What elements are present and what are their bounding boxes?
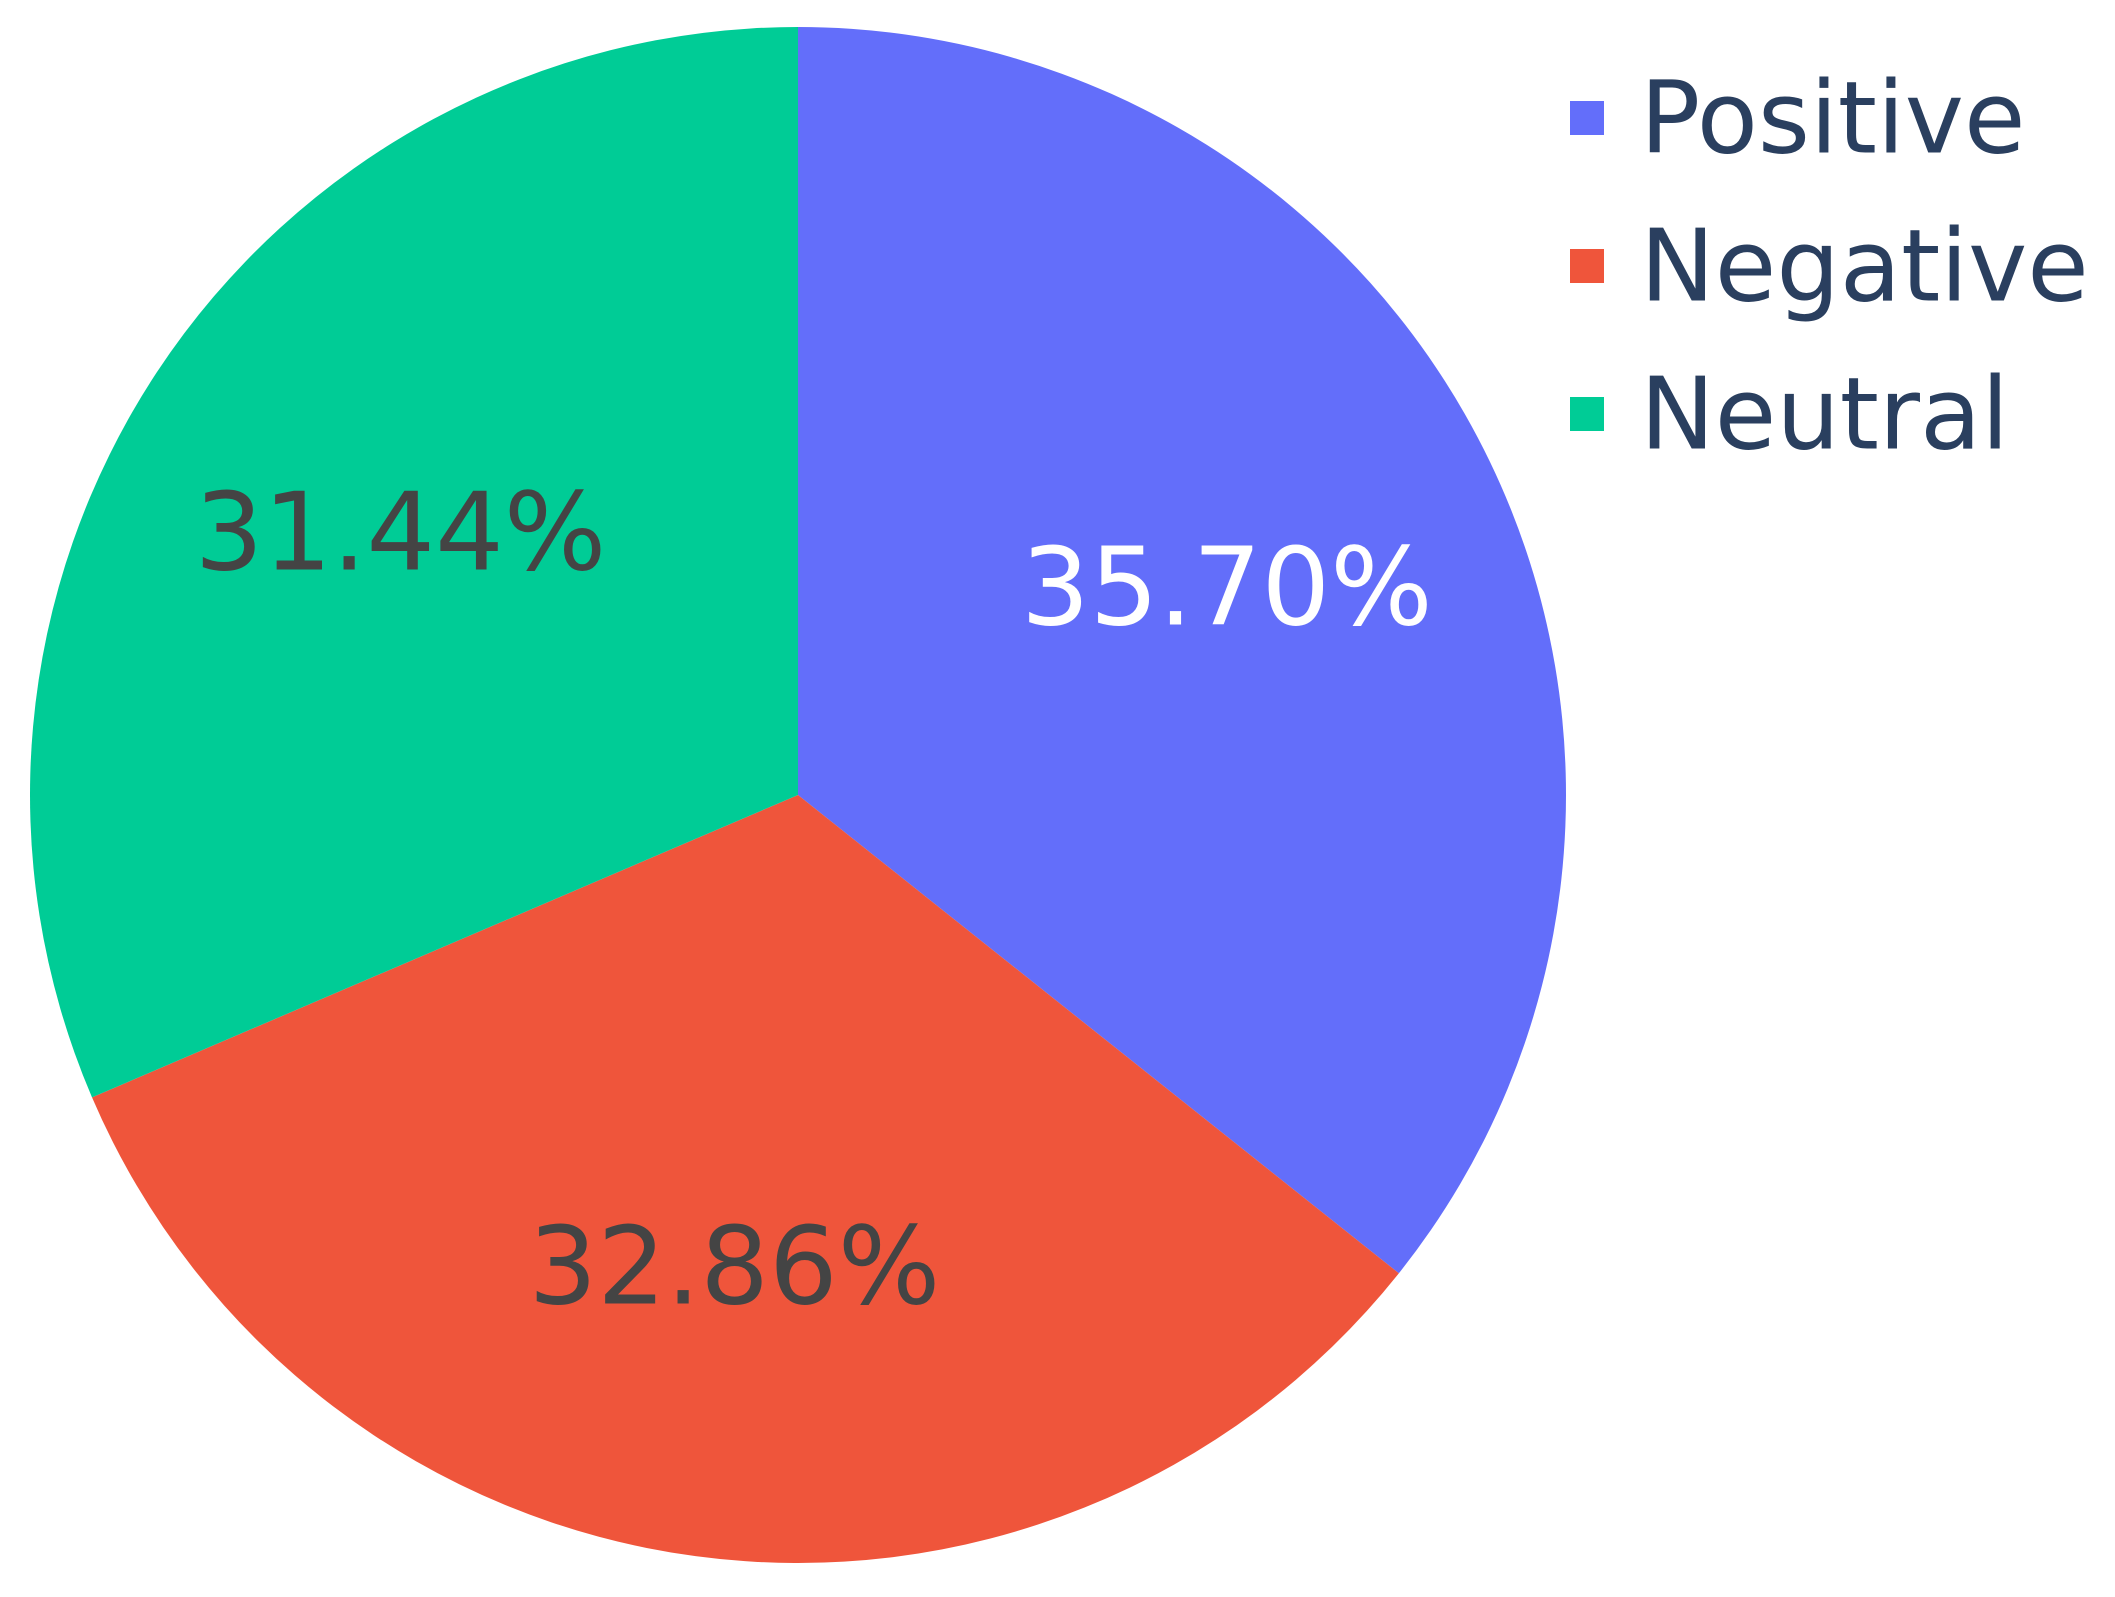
pie-slice-label-neutral: 31.44% bbox=[195, 470, 607, 595]
pie-slice-negative bbox=[92, 795, 1399, 1564]
legend-label-positive: Positive bbox=[1640, 60, 2026, 177]
legend-swatch-neutral bbox=[1570, 397, 1604, 431]
legend-item-positive[interactable]: Positive bbox=[1570, 60, 2026, 177]
legend-label-neutral: Neutral bbox=[1640, 356, 2009, 473]
legend-label-negative: Negative bbox=[1640, 208, 2089, 325]
legend: Positive Negative Neutral bbox=[1570, 60, 2089, 473]
pie-slice-positive bbox=[798, 27, 1566, 1274]
pie-slice-neutral bbox=[30, 27, 799, 1098]
legend-item-neutral[interactable]: Neutral bbox=[1570, 356, 2009, 473]
legend-swatch-negative bbox=[1570, 249, 1604, 283]
pie-slice-label-negative: 32.86% bbox=[529, 1204, 941, 1329]
pie-slices bbox=[30, 27, 1566, 1564]
legend-swatch-positive bbox=[1570, 101, 1604, 135]
pie-slice-label-positive: 35.70% bbox=[1021, 526, 1433, 651]
legend-item-negative[interactable]: Negative bbox=[1570, 208, 2089, 325]
pie-slice-labels: 35.70% 32.86% 31.44% bbox=[195, 470, 1433, 1329]
